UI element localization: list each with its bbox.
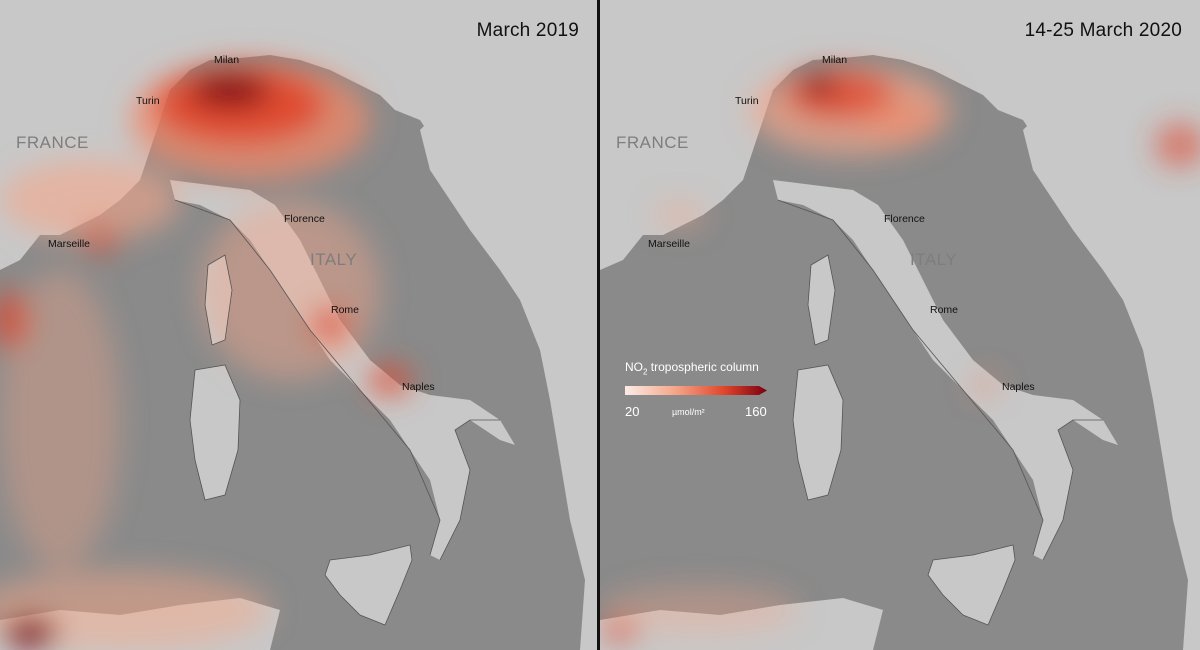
country-label-italy: ITALY — [910, 250, 958, 269]
map-2019 — [0, 0, 597, 650]
pollution-2019 — [0, 60, 412, 650]
legend-title-subscript: 2 — [643, 367, 648, 377]
land-sardinia — [190, 365, 240, 500]
land-corsica — [808, 255, 835, 345]
land-balkans — [420, 110, 597, 650]
country-label-italy: ITALY — [310, 250, 358, 269]
map-panel-2019: March 2019 Milan Turin FRANCE Marseille … — [0, 0, 597, 650]
legend-unit: µmol/m² — [672, 407, 705, 417]
city-label-turin: Turin — [136, 95, 160, 107]
land-north — [600, 0, 1200, 330]
city-label-milan: Milan — [214, 54, 240, 66]
map-2020 — [600, 0, 1200, 650]
no2-legend: NO2 tropospheric column 20 µmol/m² 160 — [625, 360, 775, 425]
city-label-marseille: Marseille — [48, 238, 91, 250]
legend-max-value: 160 — [745, 404, 767, 419]
land-italy — [170, 180, 515, 560]
border-lines — [777, 199, 1103, 626]
city-label-florence: Florence — [884, 213, 925, 225]
city-label-rome: Rome — [930, 304, 959, 316]
city-label-milan: Milan — [822, 54, 848, 66]
city-label-naples: Naples — [402, 381, 435, 393]
border-lines — [174, 199, 500, 626]
city-label-turin: Turin — [735, 95, 759, 107]
legend-min-value: 20 — [625, 404, 640, 419]
city-label-florence: Florence — [284, 213, 325, 225]
land-balkans — [1023, 110, 1200, 650]
country-label-france: FRANCE — [16, 133, 89, 152]
legend-title: NO2 tropospheric column — [625, 360, 759, 376]
land-sicily — [325, 545, 412, 625]
panel-title-2020: 14-25 March 2020 — [1024, 20, 1182, 41]
panel-title-2019: March 2019 — [476, 20, 579, 41]
pollution-2020 — [600, 65, 1200, 642]
city-label-rome: Rome — [331, 304, 360, 316]
country-label-france: FRANCE — [616, 133, 689, 152]
city-label-marseille: Marseille — [648, 238, 691, 250]
land-italy — [773, 180, 1118, 560]
land-north — [0, 0, 597, 330]
panel-divider — [597, 0, 600, 650]
legend-title-suffix: tropospheric column — [647, 360, 759, 374]
land-sardinia — [793, 365, 843, 500]
map-panel-2020: 14-25 March 2020 Milan Turin FRANCE Mars… — [600, 0, 1200, 650]
legend-title-prefix: NO — [625, 360, 643, 374]
land-sicily — [928, 545, 1015, 625]
legend-color-bar — [625, 386, 767, 395]
city-label-naples: Naples — [1002, 381, 1035, 393]
